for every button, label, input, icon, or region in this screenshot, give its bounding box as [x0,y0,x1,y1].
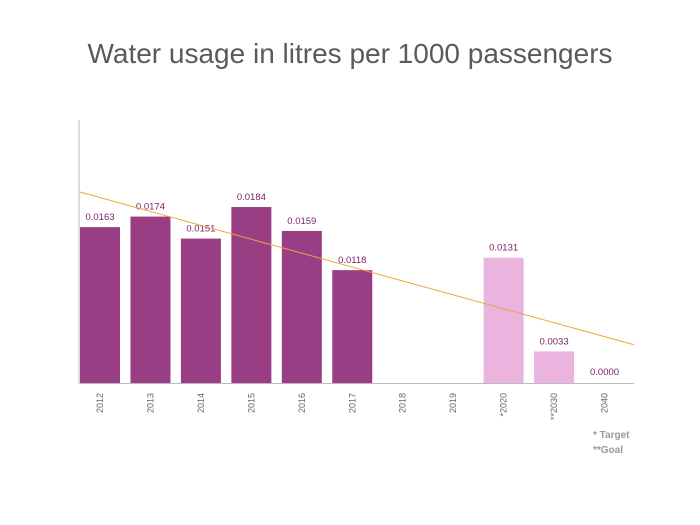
data-label-2017: 0.0118 [338,255,366,266]
bar-2013 [130,216,171,383]
trend-line [78,191,635,346]
x-tick-label-2019: 2019 [448,393,458,413]
x-tick-label-2017: 2017 [347,393,357,413]
chart-notes: * Target **Goal [593,428,630,458]
note-goal: **Goal [593,445,624,456]
x-tick-label-2018: 2018 [398,393,408,413]
x-tick-label-2015: 2015 [246,393,256,413]
data-label-2014: 0.0151 [186,224,215,235]
x-tick-label-2012: 2012 [95,393,105,413]
data-label-2012: 0.0163 [85,212,114,223]
bar-2014 [180,238,221,383]
data-label-2015: 0.0184 [237,192,266,203]
bar-2017 [332,270,373,383]
data-label-2013: 0.0174 [136,202,165,213]
bar-2030 [534,351,575,383]
x-tick-label-2014: 2014 [196,393,206,413]
data-label-2016: 0.0159 [287,216,316,227]
bar-2012 [80,227,120,383]
data-label-2030: 0.0033 [540,336,569,347]
x-tick-label-2013: 2013 [145,393,155,413]
data-label-2040: 0.0000 [590,367,619,378]
x-tick-label-2030: **2030 [549,393,559,420]
bar-2016 [281,230,322,383]
x-tick-label-2016: 2016 [297,393,307,413]
chart-title: Water usage in litres per 1000 passenger… [87,38,613,69]
x-tick-label-2040: 2040 [600,393,610,413]
x-tick-label-2020: *2020 [499,393,509,417]
data-label-2020: 0.0131 [489,243,518,254]
bar-2020 [483,257,524,383]
bar-2015 [231,207,272,383]
note-target: * Target [593,430,630,441]
